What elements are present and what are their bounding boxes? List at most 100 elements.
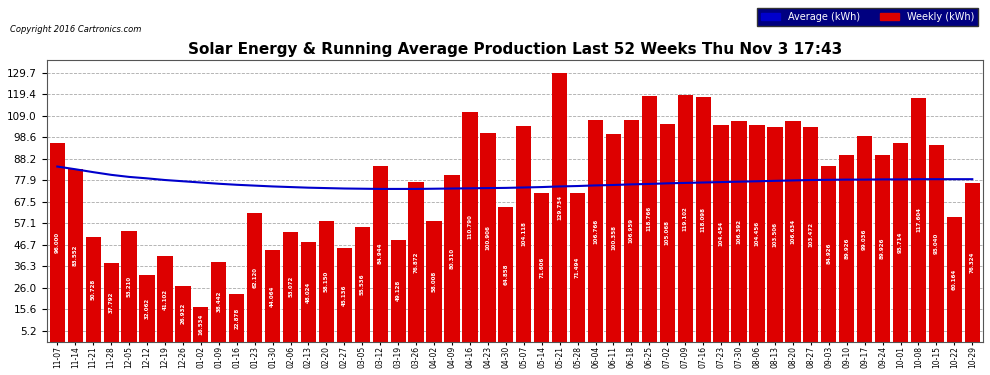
Text: 60.164: 60.164 bbox=[951, 268, 957, 290]
Text: 95.040: 95.040 bbox=[934, 232, 939, 254]
Text: 38.442: 38.442 bbox=[216, 291, 222, 312]
Bar bbox=[534, 193, 549, 342]
Text: 44.064: 44.064 bbox=[270, 285, 275, 307]
Text: 103.506: 103.506 bbox=[772, 222, 777, 247]
Bar bbox=[337, 248, 352, 342]
Legend: Average (kWh), Weekly (kWh): Average (kWh), Weekly (kWh) bbox=[757, 8, 978, 26]
Bar bbox=[840, 155, 854, 342]
Bar bbox=[857, 136, 872, 342]
Bar bbox=[677, 95, 693, 342]
Text: 50.728: 50.728 bbox=[91, 279, 96, 300]
Bar bbox=[391, 240, 406, 342]
Bar bbox=[498, 207, 514, 342]
Text: 96.000: 96.000 bbox=[54, 232, 59, 253]
Text: 106.766: 106.766 bbox=[593, 219, 598, 244]
Text: 16.534: 16.534 bbox=[198, 314, 203, 335]
Text: 129.734: 129.734 bbox=[557, 195, 562, 220]
Text: 64.858: 64.858 bbox=[503, 264, 508, 285]
Text: 89.926: 89.926 bbox=[844, 238, 849, 259]
Text: 106.634: 106.634 bbox=[790, 219, 795, 244]
Text: 84.944: 84.944 bbox=[378, 243, 383, 264]
Bar bbox=[588, 120, 603, 342]
Bar bbox=[265, 251, 280, 342]
Bar bbox=[749, 125, 764, 342]
Bar bbox=[821, 166, 837, 342]
Bar bbox=[875, 155, 890, 342]
Bar bbox=[319, 221, 334, 342]
Text: 117.604: 117.604 bbox=[916, 207, 921, 232]
Text: 83.552: 83.552 bbox=[72, 244, 78, 266]
Bar bbox=[893, 143, 908, 342]
Bar bbox=[229, 294, 245, 342]
Bar bbox=[427, 222, 442, 342]
Bar bbox=[624, 120, 639, 342]
Bar bbox=[409, 182, 424, 342]
Bar bbox=[714, 125, 729, 342]
Text: 48.024: 48.024 bbox=[306, 281, 311, 303]
Bar bbox=[552, 73, 567, 342]
Text: 55.536: 55.536 bbox=[359, 273, 364, 295]
Text: 26.932: 26.932 bbox=[180, 303, 185, 324]
Text: 103.472: 103.472 bbox=[808, 222, 814, 247]
Text: 45.136: 45.136 bbox=[342, 284, 346, 306]
Text: 100.358: 100.358 bbox=[611, 225, 616, 250]
Text: 58.150: 58.150 bbox=[324, 271, 329, 292]
Bar bbox=[67, 168, 83, 342]
Bar bbox=[104, 263, 119, 342]
Text: 100.906: 100.906 bbox=[485, 225, 490, 249]
Bar bbox=[480, 132, 496, 342]
Bar bbox=[140, 275, 154, 342]
Bar bbox=[193, 308, 209, 342]
Bar bbox=[570, 194, 585, 342]
Text: 99.036: 99.036 bbox=[862, 228, 867, 250]
Bar bbox=[462, 112, 477, 342]
Bar bbox=[301, 242, 316, 342]
Bar bbox=[946, 217, 962, 342]
Text: 104.456: 104.456 bbox=[754, 221, 759, 246]
Bar bbox=[85, 237, 101, 342]
Bar bbox=[642, 96, 657, 342]
Text: 95.714: 95.714 bbox=[898, 232, 903, 253]
Text: 76.872: 76.872 bbox=[414, 251, 419, 273]
Bar bbox=[211, 262, 227, 342]
Text: 37.792: 37.792 bbox=[109, 292, 114, 313]
Bar bbox=[767, 127, 782, 342]
Bar bbox=[803, 127, 819, 342]
Text: 53.072: 53.072 bbox=[288, 276, 293, 297]
Text: 104.454: 104.454 bbox=[719, 221, 724, 246]
Bar bbox=[911, 98, 926, 342]
Bar bbox=[516, 126, 532, 342]
Bar bbox=[606, 134, 621, 342]
Text: 119.102: 119.102 bbox=[683, 206, 688, 231]
Bar bbox=[50, 143, 65, 342]
Text: 71.606: 71.606 bbox=[540, 257, 545, 278]
Text: 89.926: 89.926 bbox=[880, 238, 885, 259]
Text: 41.102: 41.102 bbox=[162, 288, 167, 309]
Bar bbox=[696, 97, 711, 342]
Text: 105.068: 105.068 bbox=[665, 220, 670, 245]
Text: 106.392: 106.392 bbox=[737, 219, 742, 244]
Text: 118.098: 118.098 bbox=[701, 207, 706, 232]
Text: 58.008: 58.008 bbox=[432, 271, 437, 292]
Text: 80.310: 80.310 bbox=[449, 248, 454, 269]
Bar bbox=[964, 183, 980, 342]
Text: 84.926: 84.926 bbox=[827, 243, 832, 264]
Bar bbox=[785, 121, 801, 342]
Text: 104.118: 104.118 bbox=[522, 221, 527, 246]
Bar bbox=[372, 166, 388, 342]
Title: Solar Energy & Running Average Production Last 52 Weeks Thu Nov 3 17:43: Solar Energy & Running Average Productio… bbox=[188, 42, 842, 57]
Bar bbox=[445, 175, 459, 342]
Bar bbox=[157, 256, 172, 342]
Text: Copyright 2016 Cartronics.com: Copyright 2016 Cartronics.com bbox=[10, 25, 142, 34]
Bar bbox=[929, 145, 944, 342]
Text: 118.766: 118.766 bbox=[646, 206, 651, 231]
Text: 71.494: 71.494 bbox=[575, 257, 580, 278]
Text: 62.120: 62.120 bbox=[252, 267, 257, 288]
Text: 53.210: 53.210 bbox=[127, 276, 132, 297]
Bar bbox=[283, 232, 298, 342]
Text: 110.790: 110.790 bbox=[467, 214, 472, 239]
Text: 49.128: 49.128 bbox=[396, 280, 401, 302]
Text: 32.062: 32.062 bbox=[145, 298, 149, 319]
Text: 76.324: 76.324 bbox=[970, 252, 975, 273]
Bar bbox=[354, 226, 370, 342]
